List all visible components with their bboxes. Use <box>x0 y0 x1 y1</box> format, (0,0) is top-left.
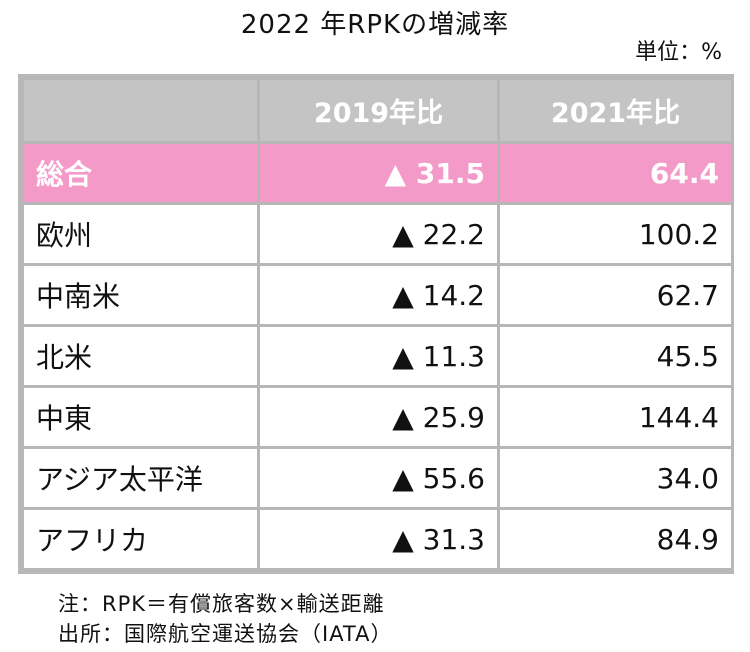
header-blank <box>21 77 260 144</box>
vs2019-cell: ▲ 14.2 <box>257 263 500 327</box>
rpk-table: 2019年比 2021年比 総合 ▲ 31.5 64.4 欧州 ▲ 22.2 100.2 中… <box>18 74 734 574</box>
region-cell: 中東 <box>21 385 260 449</box>
vs2019-cell: ▲ 55.6 <box>257 446 500 510</box>
table-row: 欧州 ▲ 22.2 100.2 <box>21 202 734 266</box>
header-row: 2019年比 2021年比 <box>21 77 734 144</box>
vs2021-cell: 62.7 <box>497 263 734 327</box>
footnote: 注：RPK＝有償旅客数×輸送距離 <box>58 592 385 616</box>
source-note: 出所：国際航空運送協会（IATA） <box>58 622 393 646</box>
table-row: 北米 ▲ 11.3 45.5 <box>21 324 734 388</box>
vs2021-cell: 100.2 <box>497 202 734 266</box>
header-2021: 2021年比 <box>497 77 734 144</box>
vs2019-cell: ▲ 31.5 <box>257 141 500 205</box>
vs2021-cell: 34.0 <box>497 446 734 510</box>
vs2021-cell: 84.9 <box>497 507 734 571</box>
vs2019-cell: ▲ 22.2 <box>257 202 500 266</box>
total-row: 総合 ▲ 31.5 64.4 <box>21 141 734 205</box>
vs2019-cell: ▲ 11.3 <box>257 324 500 388</box>
vs2021-cell: 64.4 <box>497 141 734 205</box>
unit-label: 単位：% <box>635 40 722 65</box>
region-cell: アジア太平洋 <box>21 446 260 510</box>
vs2019-cell: ▲ 31.3 <box>257 507 500 571</box>
vs2019-cell: ▲ 25.9 <box>257 385 500 449</box>
region-cell: 欧州 <box>21 202 260 266</box>
vs2021-cell: 45.5 <box>497 324 734 388</box>
table-row: 中南米 ▲ 14.2 62.7 <box>21 263 734 327</box>
header-2019: 2019年比 <box>257 77 500 144</box>
table-title: 2022 年RPKの増減率 <box>240 10 510 40</box>
region-cell: 中南米 <box>21 263 260 327</box>
region-cell: アフリカ <box>21 507 260 571</box>
table-row: 中東 ▲ 25.9 144.4 <box>21 385 734 449</box>
region-cell: 総合 <box>21 141 260 205</box>
vs2021-cell: 144.4 <box>497 385 734 449</box>
table-row: アジア太平洋 ▲ 55.6 34.0 <box>21 446 734 510</box>
table-row: アフリカ ▲ 31.3 84.9 <box>21 507 734 571</box>
region-cell: 北米 <box>21 324 260 388</box>
